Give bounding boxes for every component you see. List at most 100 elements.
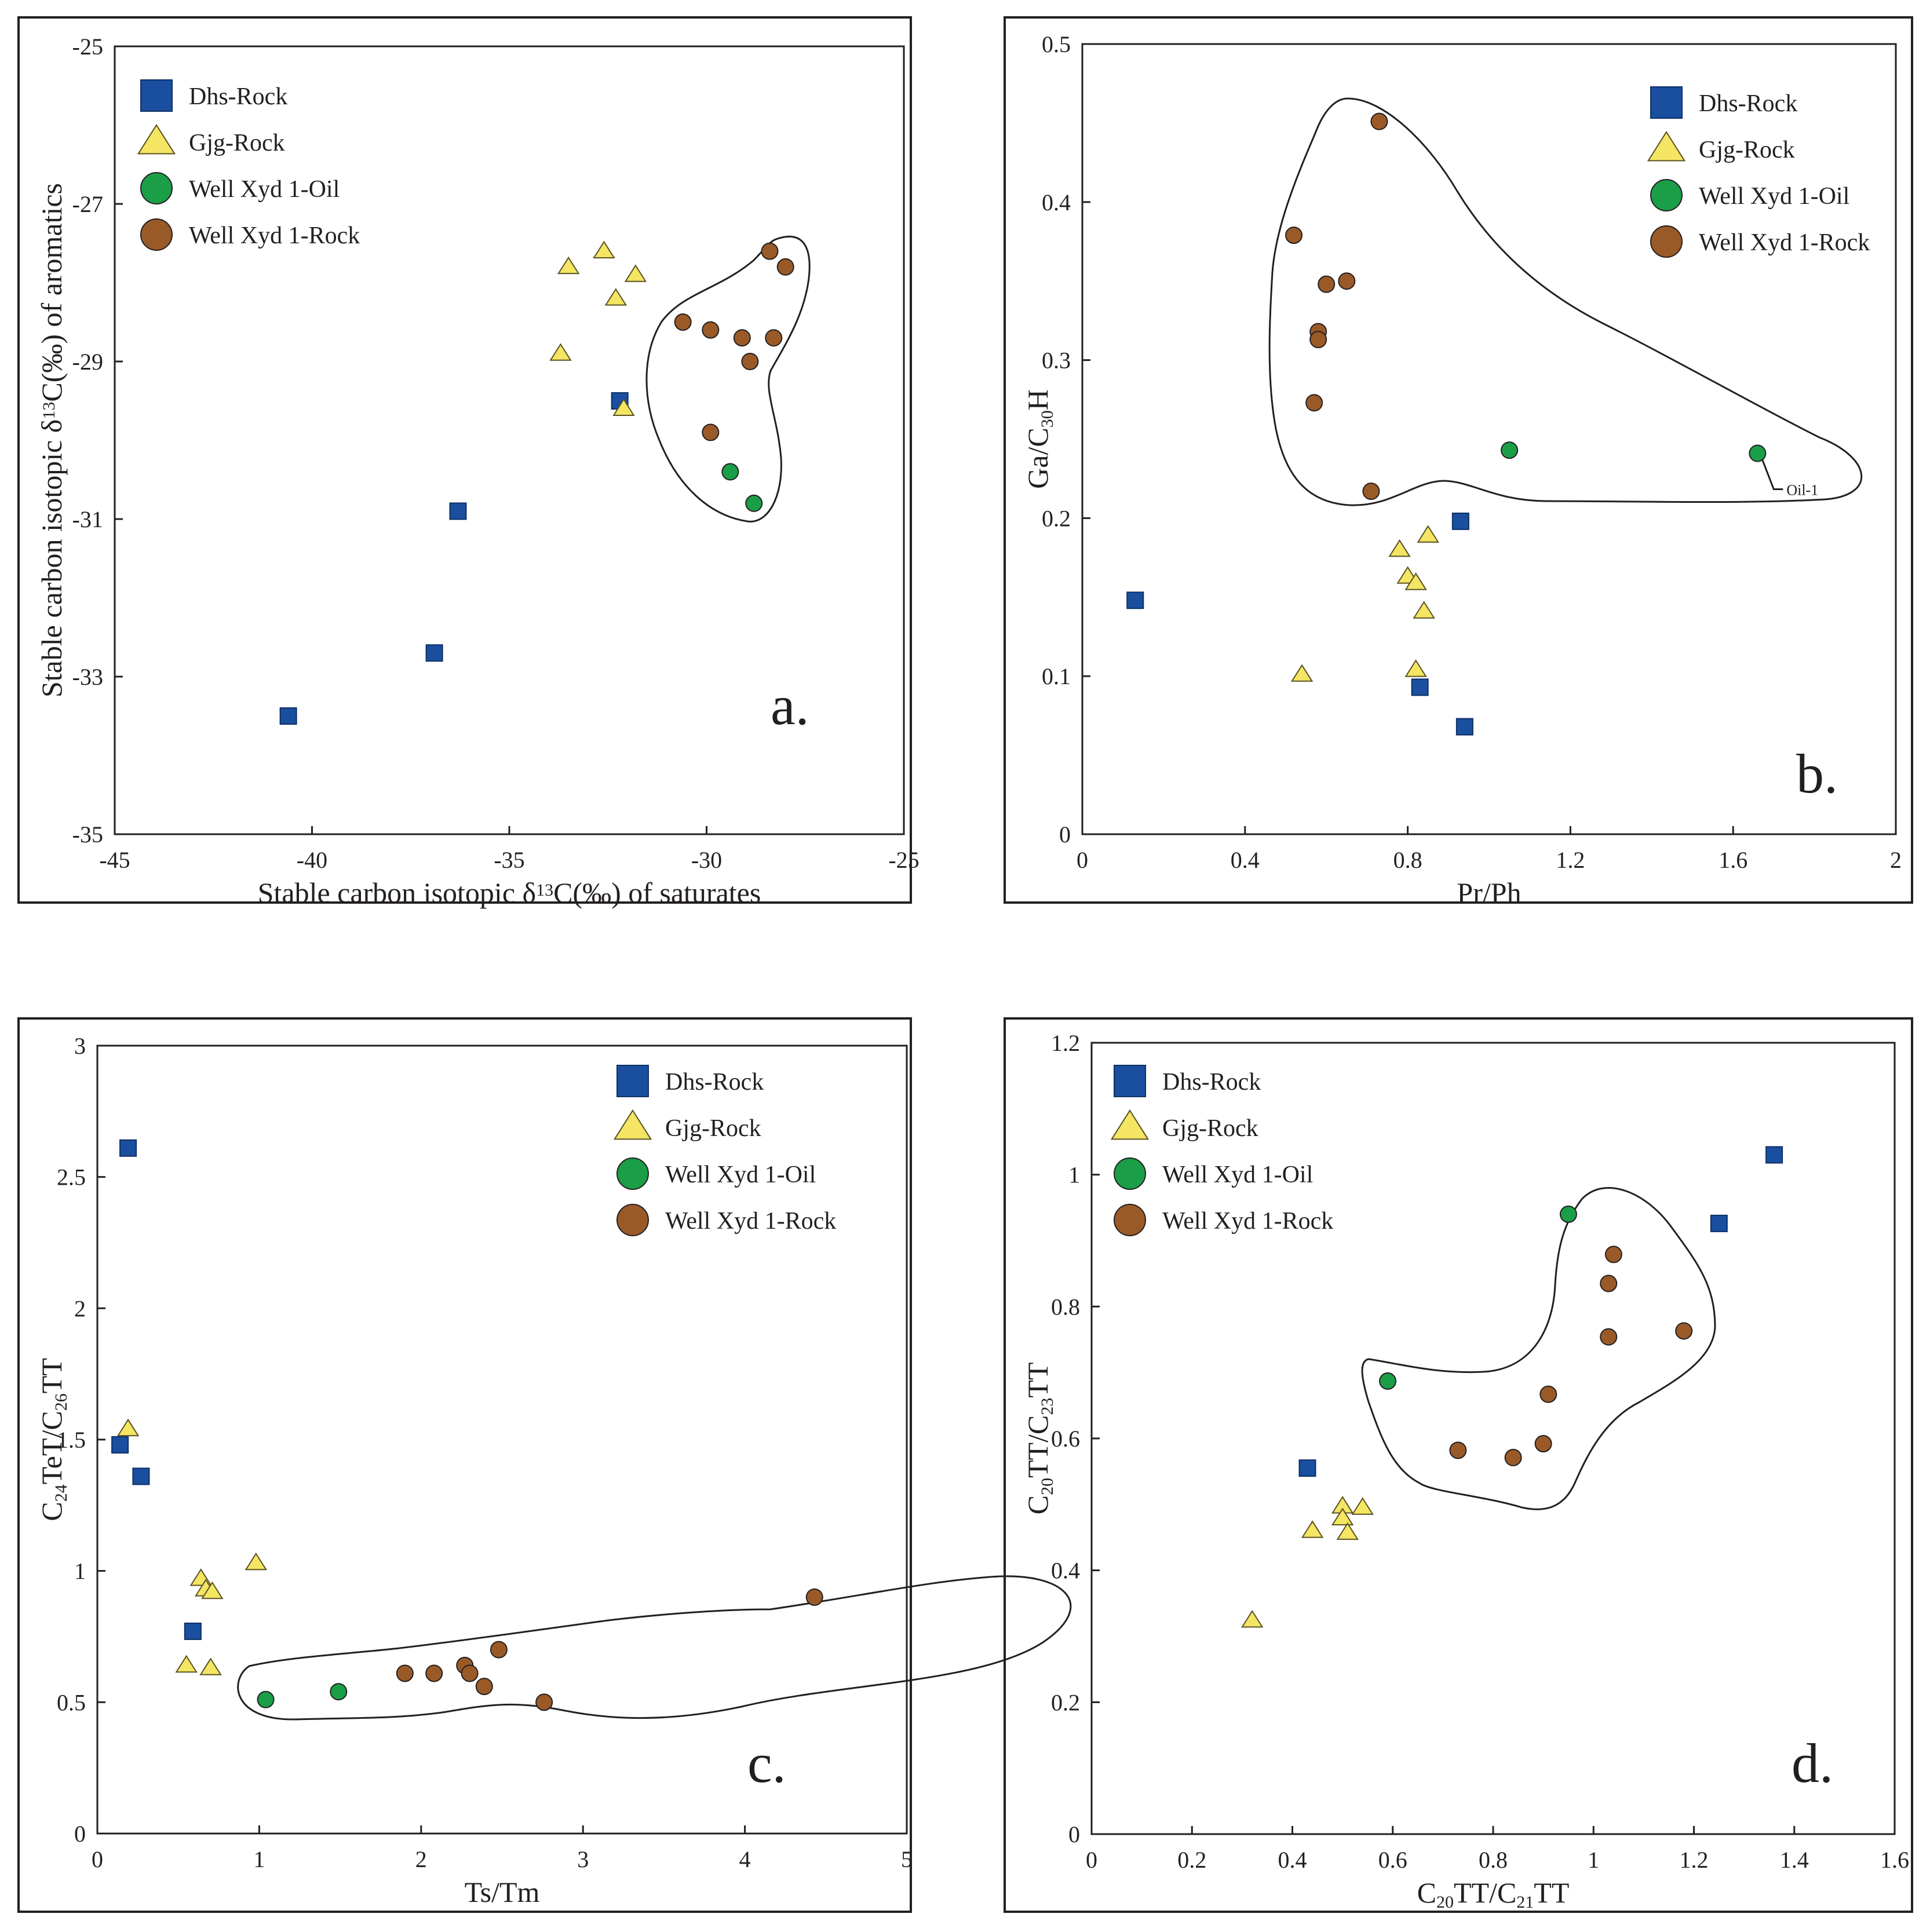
legend-label: Dhs-Rock	[1699, 90, 1797, 117]
data-point	[765, 329, 783, 347]
data-point	[449, 502, 467, 520]
x-tick-label: 0.8	[1479, 1847, 1508, 1873]
legend-marker	[616, 1204, 649, 1236]
data-point	[475, 1678, 493, 1696]
data-point	[1285, 227, 1303, 244]
y-tick-label: 2	[74, 1295, 86, 1321]
y-tick-label: 1.5	[57, 1427, 86, 1453]
point-3	[475, 1678, 493, 1696]
y-tick-label: 0.3	[1042, 348, 1071, 374]
data-point	[805, 1588, 823, 1606]
data-point	[1539, 1385, 1557, 1403]
point-1	[1331, 1507, 1354, 1526]
point-1	[175, 1655, 198, 1673]
group-envelope	[645, 235, 811, 523]
panel-frame	[17, 1017, 912, 1913]
legend-label: Well Xyd 1-Rock	[189, 222, 360, 249]
legend-marker	[140, 172, 173, 204]
legend-label: Gjg-Rock	[1699, 137, 1795, 163]
legend-entry: Well Xyd 1-Oil	[616, 1157, 816, 1190]
data-point	[1362, 483, 1380, 501]
plot-area	[1081, 43, 1897, 835]
legend-entry: Well Xyd 1-Rock	[140, 218, 360, 251]
point-1	[245, 1552, 268, 1571]
legend-marker	[1114, 1204, 1146, 1236]
data-point	[674, 313, 692, 331]
data-point	[1501, 441, 1519, 459]
point-3	[1370, 112, 1388, 130]
oil-annotation: Oil-1	[1786, 482, 1818, 499]
x-tick-label: 0.6	[1378, 1847, 1407, 1873]
x-tick-label: 0.4	[1278, 1847, 1307, 1873]
point-0	[1126, 591, 1144, 609]
y-tick-label: 2.5	[57, 1164, 86, 1190]
data-point	[279, 707, 297, 725]
x-tick-label: 5	[901, 1846, 913, 1872]
point-2	[1749, 444, 1767, 462]
data-point	[1351, 1497, 1374, 1515]
point-1	[1404, 572, 1427, 590]
data-point	[702, 423, 720, 441]
y-tick-label: -29	[72, 349, 103, 375]
point-1	[199, 1657, 222, 1675]
data-point	[1290, 664, 1314, 682]
data-point	[1336, 1522, 1359, 1540]
data-point	[425, 644, 443, 662]
y-axis-title: C24TeT/C26TT	[35, 1358, 71, 1521]
data-point	[1449, 1441, 1467, 1459]
data-point	[761, 242, 779, 260]
y-tick-label: 0	[1068, 1821, 1080, 1847]
point-3	[1362, 483, 1380, 501]
point-3	[761, 242, 779, 260]
point-1	[1241, 1610, 1264, 1628]
point-1	[604, 288, 627, 306]
legend-entry: Well Xyd 1-Oil	[1114, 1157, 1313, 1190]
legend-label: Gjg-Rock	[665, 1115, 761, 1142]
x-tick-label: 0.8	[1393, 847, 1422, 873]
point-3	[1534, 1435, 1552, 1453]
x-tick-label: 1	[1588, 1847, 1599, 1873]
data-point	[119, 1139, 137, 1157]
annotation-leader	[1761, 459, 1783, 491]
data-point	[1559, 1205, 1577, 1223]
panel-1: 0 0.4 0.8 1.2 1.6 2 0 0.1 0.2 0.3 0.4 0.5 Oil-1 Dhs-R…	[1004, 16, 1913, 909]
data-point	[721, 463, 739, 481]
point-0	[119, 1139, 137, 1157]
data-point	[1534, 1435, 1552, 1453]
point-3	[1604, 1246, 1622, 1263]
y-tick-label: 1.2	[1051, 1030, 1080, 1056]
panel-letter: d.	[1792, 1732, 1833, 1794]
legend-marker	[1650, 225, 1683, 258]
legend-entry: Well Xyd 1-Rock	[616, 1204, 836, 1236]
y-axis-title: Stable carbon isotopic δ13C(‰) of aromat…	[35, 183, 68, 697]
y-tick-label: -27	[72, 191, 103, 217]
point-0	[1298, 1459, 1316, 1477]
point-3	[702, 321, 720, 339]
point-1	[1388, 539, 1411, 557]
legend-marker	[140, 218, 173, 251]
data-point	[1710, 1214, 1728, 1232]
x-tick-label: 1.2	[1680, 1847, 1709, 1873]
y-tick-label: -33	[72, 664, 103, 690]
y-tick-label: 0.4	[1051, 1558, 1080, 1584]
point-3	[702, 423, 720, 441]
point-0	[184, 1622, 202, 1640]
x-tick-label: 3	[577, 1846, 589, 1872]
x-tick-label: 1.6	[1719, 847, 1747, 873]
data-point	[557, 256, 580, 275]
data-point	[1301, 1520, 1324, 1538]
data-point	[1338, 272, 1356, 290]
legend-label: Well Xyd 1-Rock	[1162, 1208, 1333, 1235]
data-point	[1404, 572, 1427, 590]
point-1	[1351, 1497, 1374, 1515]
point-1	[624, 264, 647, 282]
point-3	[1309, 331, 1327, 349]
data-point	[604, 288, 627, 306]
data-point	[733, 329, 751, 347]
x-tick-label: 2	[1890, 847, 1902, 873]
data-point	[175, 1655, 198, 1673]
legend-entry: Dhs-Rock	[1114, 1065, 1261, 1097]
legend-label: Gjg-Rock	[189, 130, 285, 156]
legend-label: Dhs-Rock	[189, 83, 287, 110]
legend-label: Well Xyd 1-Rock	[1699, 229, 1870, 256]
